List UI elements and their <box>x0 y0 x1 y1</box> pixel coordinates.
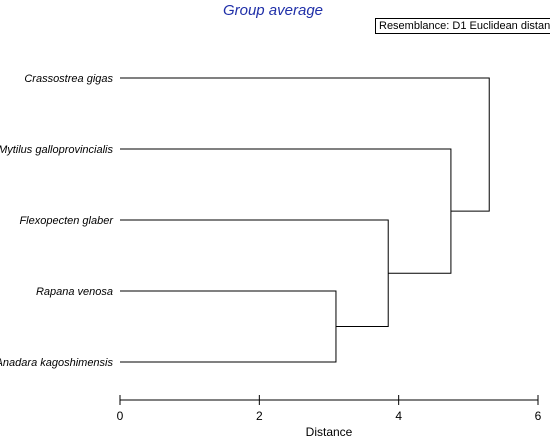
leaf-label-group: Crassostrea gigas Mytilus galloprovincial… <box>0 73 114 369</box>
x-axis: 0 2 4 6 Distance <box>117 395 542 439</box>
x-axis-title: Distance <box>306 425 353 439</box>
leaf-label: Rapana venosa <box>36 286 113 298</box>
x-tick-label: 2 <box>256 409 263 423</box>
chart-title: Group average <box>222 2 324 19</box>
leaf-label: Crassostrea gigas <box>24 73 113 85</box>
x-tick-label: 4 <box>395 409 402 423</box>
x-tick-label: 6 <box>535 409 542 423</box>
x-tick-label: 0 <box>117 409 124 423</box>
branch-group <box>120 77 490 363</box>
leaf-label: Mytilus galloprovincialis <box>0 144 113 156</box>
leaf-label: Flexopecten glaber <box>19 215 114 227</box>
dendrogram-branch <box>120 148 452 274</box>
dendrogram-branch <box>120 290 337 363</box>
dendrogram-branch <box>120 77 490 212</box>
resemblance-label: Resemblance: D1 Euclidean distance <box>375 18 550 34</box>
leaf-label: Anadara kagoshimensis <box>0 357 113 369</box>
dendrogram-branch <box>120 219 389 327</box>
